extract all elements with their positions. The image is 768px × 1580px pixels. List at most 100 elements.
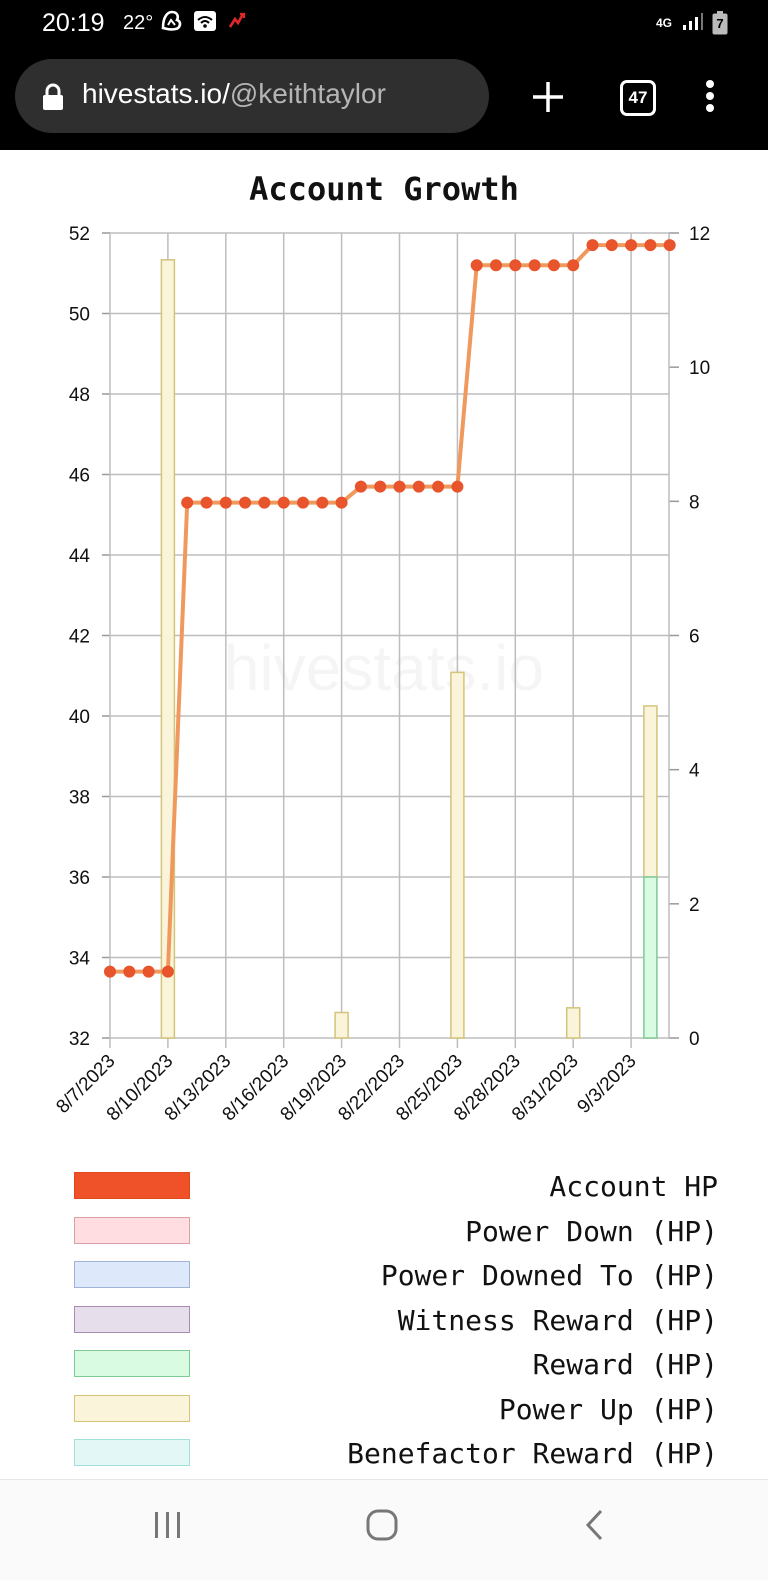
y-right-tick-label: 4	[689, 761, 700, 782]
power-up-bar	[643, 705, 658, 878]
tab-switcher-button[interactable]: 47	[620, 80, 656, 116]
url-text[interactable]: hivestats.io/@keithtaylor	[82, 78, 386, 110]
account-hp-point	[451, 480, 464, 493]
url-path: @keithtaylor	[229, 78, 386, 109]
legend-item[interactable]: Power Up (HP)	[0, 1393, 768, 1437]
account-hp-point	[547, 259, 560, 272]
account-hp-point	[586, 239, 599, 252]
y-right-tick-label: 2	[689, 895, 700, 916]
account-hp-point	[297, 496, 309, 509]
y-left-tick-label: 42	[69, 627, 90, 648]
y-left-tick-label: 38	[69, 788, 90, 809]
account-hp-point	[181, 496, 194, 509]
account-hp-point	[644, 239, 657, 252]
y-left-tick-label: 44	[69, 546, 91, 567]
account-hp-point	[412, 480, 425, 493]
y-left-tick-label: 36	[69, 868, 90, 889]
account-hp-point	[528, 259, 541, 272]
account-hp-point	[161, 965, 174, 978]
activity-icon	[226, 9, 250, 38]
new-tab-button[interactable]	[528, 77, 568, 117]
y-left-tick-label: 40	[69, 707, 90, 728]
legend-item[interactable]: Power Downed To (HP)	[0, 1259, 768, 1303]
network-type-label: 4G	[656, 16, 673, 30]
chart-title: Account Growth	[249, 170, 519, 208]
url-host: hivestats.io/	[82, 78, 230, 109]
power-up-bar	[450, 671, 465, 1039]
signal-icon	[682, 10, 704, 37]
legend-label: Benefactor Reward (HP)	[347, 1437, 718, 1470]
legend-swatch	[74, 1350, 190, 1377]
legend-item[interactable]: Benefactor Reward (HP)	[0, 1437, 768, 1481]
y-right-tick-label: 6	[689, 627, 700, 648]
status-time: 20:19	[42, 9, 105, 37]
status-bar: 20:19 22° 4G 7	[0, 0, 768, 48]
lock-icon	[41, 83, 65, 116]
legend-item[interactable]: Account HP	[0, 1170, 768, 1214]
legend-label: Power Downed To (HP)	[380, 1259, 718, 1292]
y-left-tick-label: 50	[69, 305, 90, 326]
account-hp-point	[470, 259, 483, 272]
account-hp-line	[110, 243, 670, 974]
wifi-icon	[192, 8, 218, 39]
recent-apps-icon[interactable]	[152, 1510, 184, 1545]
account-hp-point	[219, 496, 232, 509]
legend-label: Power Up (HP)	[498, 1392, 718, 1426]
more-menu-icon[interactable]	[700, 76, 720, 116]
battery-level: 7	[716, 16, 724, 31]
legend-label: Account HP	[549, 1170, 718, 1203]
legend-swatch	[74, 1439, 190, 1466]
status-temperature: 22°	[123, 12, 154, 34]
watermark: hivestats.io	[224, 632, 544, 704]
account-hp-point	[605, 239, 618, 252]
power-up-bar	[160, 259, 176, 1039]
legend-swatch	[74, 1261, 190, 1288]
legend-label: Power Down (HP)	[465, 1214, 718, 1248]
account-hp-point	[625, 239, 638, 252]
legend-swatch	[74, 1172, 190, 1199]
account-hp-point	[142, 965, 155, 978]
account-hp-point	[354, 480, 367, 493]
system-nav-bar	[0, 1479, 768, 1580]
y-right-tick-label: 0	[689, 1029, 700, 1050]
y-left-tick-label: 34	[69, 949, 91, 970]
account-hp-point	[258, 496, 271, 509]
y-right-tick-label: 8	[689, 492, 700, 513]
legend-item[interactable]: Power Down (HP)	[0, 1215, 768, 1259]
account-hp-point	[663, 239, 676, 252]
account-hp-point	[432, 480, 445, 493]
address-bar[interactable]: hivestats.io/@keithtaylor	[15, 59, 489, 133]
legend-label: Reward (HP)	[532, 1348, 718, 1381]
account-hp-point	[567, 259, 580, 272]
account-growth-chart: Account Growthhivestats.io32343638404244…	[52, 170, 710, 1125]
y-left-tick-label: 48	[69, 385, 90, 406]
battery-icon: 7	[712, 11, 728, 35]
account-hp-point	[104, 965, 116, 978]
account-hp-point	[277, 496, 290, 509]
browser-toolbar: hivestats.io/@keithtaylor 47	[0, 48, 768, 150]
y-left-tick-label: 46	[69, 466, 90, 487]
page-content: Account Growth hivestats.io 32 34 36 38 40 42 44…	[0, 150, 768, 1478]
account-hp-point	[374, 480, 387, 493]
power-up-bar	[334, 1011, 349, 1039]
status-icons-right: 4G 7	[656, 8, 728, 38]
legend-swatch	[74, 1394, 190, 1422]
legend-swatch	[74, 1216, 190, 1244]
power-up-bar	[565, 1007, 581, 1039]
x-tick-label: 9/3/2023	[573, 1051, 640, 1118]
account-hp-point	[335, 496, 348, 509]
account-hp-point	[316, 496, 329, 509]
y-left-tick-label: 52	[69, 224, 90, 245]
account-hp-point	[490, 259, 502, 272]
y-right-tick-label: 10	[689, 358, 710, 379]
account-hp-point	[123, 965, 136, 978]
back-icon[interactable]	[582, 1508, 608, 1547]
y-left-tick-label: 32	[69, 1029, 90, 1050]
legend-item[interactable]: Witness Reward (HP)	[0, 1304, 768, 1348]
legend-item[interactable]: Reward (HP)	[0, 1348, 768, 1392]
reward-bar	[643, 876, 658, 1039]
account-hp-point	[200, 496, 213, 509]
status-icons-left	[158, 8, 250, 38]
account-hp-point	[239, 496, 252, 509]
home-icon[interactable]	[365, 1508, 399, 1547]
